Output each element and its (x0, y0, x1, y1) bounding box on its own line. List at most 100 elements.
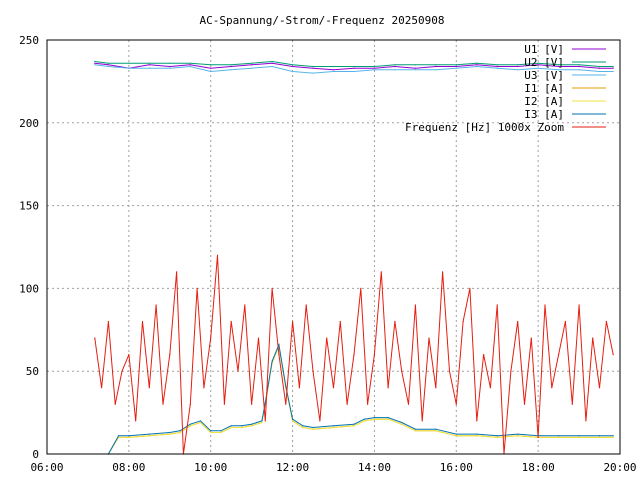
data-point (476, 435, 478, 437)
data-point (387, 418, 389, 420)
data-point (271, 287, 273, 289)
data-point (476, 420, 478, 422)
data-point (332, 387, 335, 389)
data-point (387, 416, 389, 419)
data-point (414, 430, 416, 432)
data-point (291, 64, 294, 66)
data-point (271, 60, 273, 63)
data-point (455, 433, 457, 435)
data-point (189, 423, 191, 425)
data-point (326, 337, 328, 339)
data-point (414, 69, 416, 71)
x-tick-label: 06:00 (30, 461, 63, 474)
data-point (421, 420, 423, 422)
data-point (605, 320, 607, 323)
data-point (179, 430, 181, 432)
data-point (319, 420, 321, 422)
data-point (251, 403, 253, 405)
data-point (353, 423, 355, 425)
legend-label: U3 [V] (524, 69, 564, 82)
data-point (476, 62, 478, 64)
plot-frame (46, 39, 621, 455)
data-point (312, 426, 314, 429)
y-tick-label: 0 (32, 448, 39, 461)
data-point (353, 354, 355, 356)
data-point (523, 403, 526, 405)
data-point (578, 64, 580, 66)
data-point (407, 403, 410, 405)
data-point (612, 65, 614, 68)
data-point (476, 433, 478, 435)
data-point (148, 387, 150, 389)
data-point (510, 370, 512, 372)
data-point (121, 370, 123, 372)
data-point (496, 436, 498, 439)
data-point (189, 62, 191, 64)
series-5 (107, 342, 614, 455)
data-point (291, 418, 294, 420)
x-tick-label: 16:00 (440, 461, 473, 474)
data-point (598, 436, 601, 439)
data-point (118, 435, 120, 437)
data-point (135, 420, 137, 422)
legend-label: U1 [V] (524, 43, 564, 56)
data-point (578, 436, 580, 439)
y-tick-label: 150 (19, 200, 39, 213)
data-point (251, 62, 253, 64)
data-point (537, 64, 539, 66)
data-point (196, 287, 198, 289)
data-point (578, 65, 580, 68)
data-point (169, 431, 171, 434)
data-point (598, 387, 601, 389)
data-point (100, 387, 103, 389)
data-point (455, 65, 457, 68)
axis-labels: 06:00 08:00 10:00 12:00 14:00 16:00 18:00 20:00… (19, 34, 636, 474)
data-point (332, 70, 335, 73)
x-tick-label: 14:00 (358, 461, 391, 474)
data-point (517, 65, 519, 68)
data-point (107, 320, 109, 323)
data-point (107, 64, 109, 66)
data-point (496, 65, 498, 68)
data-point (312, 67, 314, 69)
data-point (210, 337, 212, 339)
data-point (240, 426, 243, 429)
data-point (230, 425, 232, 427)
data-point (210, 70, 212, 73)
data-point (455, 64, 457, 66)
data-point (312, 72, 314, 74)
data-point (189, 403, 191, 405)
data-point (312, 370, 314, 372)
data-point (373, 354, 376, 356)
data-point (271, 62, 273, 64)
data-point (169, 354, 171, 356)
data-point (278, 344, 280, 346)
data-point (278, 354, 280, 356)
data-point (285, 403, 287, 405)
x-tick-label: 10:00 (194, 461, 227, 474)
data-point (203, 387, 205, 389)
data-point (199, 420, 202, 422)
data-point (578, 435, 580, 437)
data-point (537, 436, 539, 439)
data-point (571, 403, 573, 405)
series-layer (94, 60, 614, 455)
data-point (435, 428, 437, 430)
data-point (230, 69, 232, 71)
data-point (251, 423, 253, 425)
data-point (353, 67, 355, 69)
data-point (220, 431, 222, 434)
data-point (94, 64, 96, 66)
data-point (435, 64, 437, 66)
data-point (360, 287, 362, 289)
data-point (476, 64, 478, 66)
data-point (332, 426, 335, 429)
x-tick-label: 12:00 (276, 461, 309, 474)
data-point (291, 420, 294, 422)
data-point (435, 69, 437, 71)
legend-label: I1 [A] (524, 82, 564, 95)
data-point (558, 354, 560, 356)
data-point (128, 435, 130, 437)
series-1 (94, 60, 614, 68)
